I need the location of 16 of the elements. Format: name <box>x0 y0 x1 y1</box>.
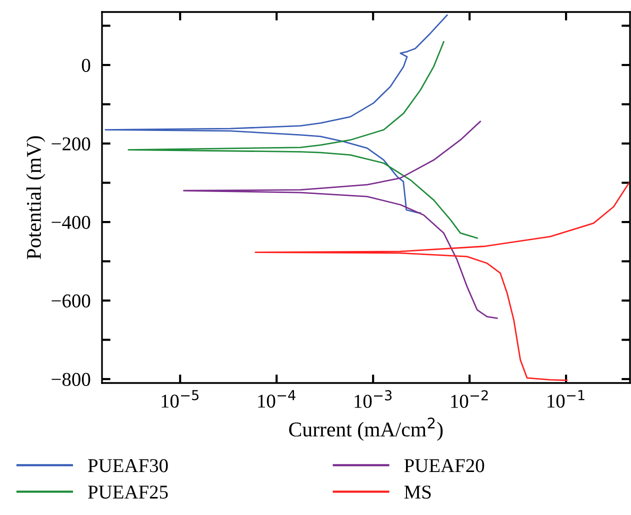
x-tick-label: 10$^{−3}$ <box>354 390 392 408</box>
y-axis-title: Potential (mV) <box>26 136 46 260</box>
y-tick-label: −400 <box>52 216 90 229</box>
legend-label: PUEAF25 <box>88 486 168 499</box>
legend-label: PUEAF20 <box>404 459 484 472</box>
y-tick-label: −600 <box>52 294 90 308</box>
y-tick-label: −200 <box>52 137 90 150</box>
y-tick-label: 0 <box>82 58 90 72</box>
x-tick-label: 10$^{−4}$ <box>258 390 296 408</box>
legend-label: PUEAF30 <box>88 459 168 472</box>
legend-label: MS <box>404 486 431 499</box>
x-axis-title: Current (mA/cm$^{2}$) <box>289 418 443 441</box>
x-tick-label: 10$^{−1}$ <box>548 390 584 408</box>
x-tick-label: 10$^{−2}$ <box>451 390 488 408</box>
x-tick-label: 10$^{−5}$ <box>162 390 198 408</box>
y-tick-label: −800 <box>52 372 90 386</box>
